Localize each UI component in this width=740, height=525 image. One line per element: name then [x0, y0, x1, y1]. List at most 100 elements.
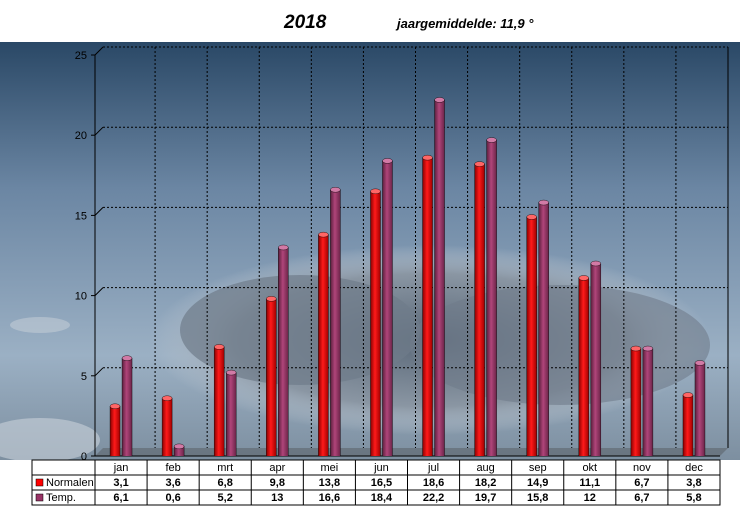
bar-normalen-top — [161, 395, 173, 401]
category-label: jul — [427, 462, 439, 474]
grid — [94, 46, 729, 457]
bar-temp-top — [382, 158, 393, 164]
cloud-shape — [0, 418, 100, 462]
cloud-shape — [410, 285, 710, 405]
bar-temp-top — [226, 369, 237, 376]
normalen-value: 14,9 — [527, 477, 548, 489]
bar-normalen — [266, 296, 277, 456]
bar-temp — [330, 187, 341, 456]
bar-temp — [590, 260, 601, 456]
bar-temp-body — [590, 263, 601, 456]
gridline-corner — [94, 46, 104, 56]
bar-temp — [642, 345, 654, 456]
bar-normalen-top — [370, 188, 381, 195]
bar-temp-body — [174, 446, 185, 456]
bar-temp-top — [330, 187, 341, 193]
temp-value: 18,4 — [371, 492, 393, 504]
bar-temp-top — [434, 97, 445, 103]
bar-normalen-top — [422, 154, 433, 161]
bar-temp-body — [434, 99, 445, 457]
bar-temp-body — [642, 348, 653, 456]
bar-temp — [434, 97, 445, 457]
bar-normalen-top — [214, 344, 225, 350]
bar-temp — [226, 369, 237, 456]
normalen-value: 18,2 — [475, 477, 496, 489]
bar-normalen-body — [474, 164, 485, 456]
category-label: sep — [529, 462, 547, 474]
bar-normalen-body — [162, 398, 173, 456]
cloud-shape — [10, 317, 70, 333]
temp-value: 22,2 — [423, 492, 444, 504]
temp-value: 13 — [271, 492, 283, 504]
bar-normalen — [630, 345, 642, 456]
category-label: jan — [113, 462, 129, 474]
bar-temp-top — [538, 199, 549, 206]
bar-temp — [538, 199, 549, 456]
normalen-value: 18,6 — [423, 477, 444, 489]
category-label: mrt — [217, 462, 233, 474]
bar-normalen-top — [474, 161, 485, 167]
y-tick-label: 5 — [81, 371, 87, 383]
temp-value: 0,6 — [165, 492, 180, 504]
bar-normalen — [109, 403, 121, 456]
bar-temp-body — [382, 160, 393, 456]
normalen-value: 6,7 — [634, 477, 649, 489]
bar-normalen — [578, 275, 589, 456]
normalen-value: 16,5 — [371, 477, 392, 489]
bar-normalen — [682, 392, 694, 456]
cloud-shape — [180, 275, 420, 385]
gridline-corner — [94, 367, 104, 377]
bar-temp — [382, 158, 393, 456]
bar-normalen — [161, 395, 173, 456]
legend-label: Temp. — [46, 492, 76, 504]
temp-value: 5,2 — [218, 492, 233, 504]
bar-normalen-body — [630, 348, 641, 456]
category-label: apr — [269, 462, 285, 474]
bar-normalen — [214, 344, 225, 456]
bar-temp — [486, 137, 497, 456]
bar-temp-top — [694, 360, 706, 366]
normalen-value: 9,8 — [270, 477, 285, 489]
bar-normalen-top — [318, 231, 329, 238]
bar-normalen-top — [682, 392, 694, 398]
category-label: aug — [476, 462, 494, 474]
y-tick-label: 15 — [75, 210, 87, 222]
bar-temp-body — [226, 372, 237, 456]
normalen-value: 3,1 — [113, 477, 128, 489]
temp-value: 12 — [584, 492, 596, 504]
temp-value: 15,8 — [527, 492, 548, 504]
bar-temp-body — [538, 202, 549, 456]
bar-normalen-body — [370, 191, 381, 456]
y-axis: 0 5 10 15 20 25 — [75, 50, 95, 463]
bar-temp-body — [330, 189, 341, 456]
bar-normalen-top — [630, 345, 642, 352]
normalen-value: 3,8 — [686, 477, 701, 489]
chart-title: 2018 — [284, 12, 327, 33]
bar-temp-body — [486, 140, 497, 456]
bar-temp-top — [121, 355, 133, 361]
bar-normalen-body — [266, 298, 277, 456]
bar-normalen — [318, 231, 329, 456]
bar-normalen-body — [578, 277, 589, 456]
bars — [109, 97, 706, 457]
y-tick-label: 10 — [75, 291, 87, 303]
bar-temp-body — [122, 358, 133, 456]
temp-value: 19,7 — [475, 492, 496, 504]
bar-normalen — [526, 214, 537, 456]
temp-value: 16,6 — [319, 492, 340, 504]
bar-normalen-top — [578, 275, 589, 281]
y-tick-label: 25 — [75, 50, 87, 62]
temp-value: 6,1 — [113, 492, 128, 504]
bar-temp — [121, 355, 133, 456]
legend-swatch — [35, 478, 44, 487]
chart-subtitle: jaargemiddelde: 11,9 ° — [397, 16, 534, 31]
gridline-corner — [94, 287, 104, 296]
bar-temp-body — [694, 362, 705, 456]
category-label: mei — [321, 462, 339, 474]
normalen-value: 3,6 — [165, 477, 180, 489]
bar-normalen-body — [422, 157, 433, 456]
category-label: dec — [685, 462, 703, 474]
bar-temp — [278, 244, 289, 456]
